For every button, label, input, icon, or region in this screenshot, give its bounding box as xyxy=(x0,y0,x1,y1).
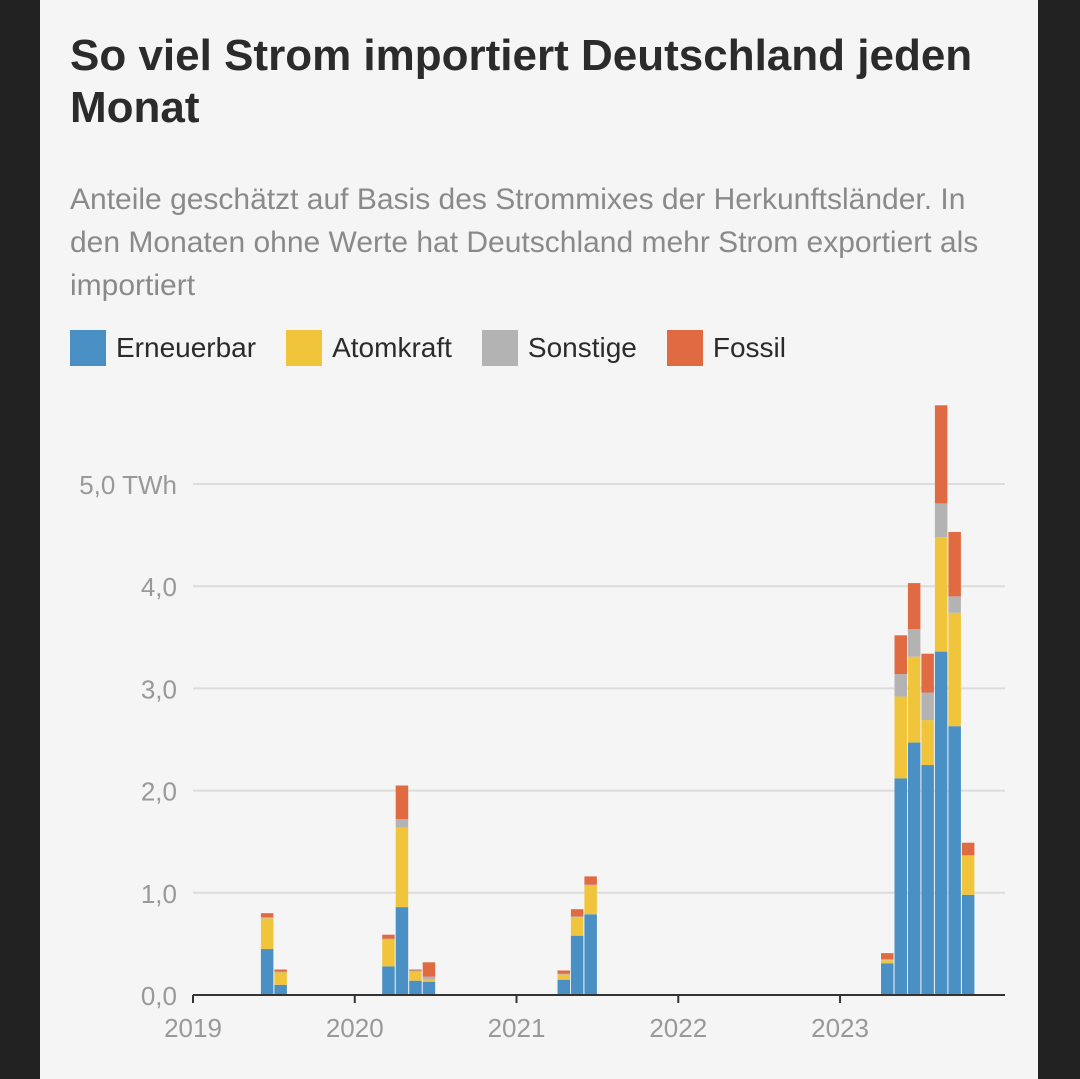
y-tick-label: 4,0 xyxy=(141,572,177,602)
bar-segment-sonstige xyxy=(422,976,436,980)
bar-segment-fossil xyxy=(274,969,287,972)
bar-segment-erneuerbar xyxy=(260,949,274,995)
bar-segment-atomkraft xyxy=(557,974,570,980)
bar-segment-erneuerbar xyxy=(894,778,907,995)
bar-segment-erneuerbar xyxy=(274,984,287,995)
bar-segment-atomkraft xyxy=(395,827,409,908)
bar-segment-sonstige xyxy=(961,855,975,856)
legend-item-sonstige: Sonstige xyxy=(481,330,637,366)
bar-segment-atomkraft xyxy=(274,972,287,985)
bar-segment-fossil xyxy=(422,962,436,977)
bar-segment-erneuerbar xyxy=(422,981,436,995)
bar-segment-sonstige xyxy=(395,819,409,828)
chart-title: So viel Strom importiert Deutschland jed… xyxy=(70,31,973,132)
bar-segment-atomkraft xyxy=(948,612,961,727)
bar-segment-fossil xyxy=(934,405,948,504)
bar-segment-sonstige xyxy=(907,629,921,657)
bar-segment-fossil xyxy=(395,785,409,820)
bar-segment-erneuerbar xyxy=(382,966,395,995)
bar-segment-sonstige xyxy=(557,973,570,975)
bar-segment-fossil xyxy=(894,635,907,675)
legend-swatch-atomkraft xyxy=(286,330,323,366)
legend-swatch-sonstige xyxy=(481,330,518,366)
bar-segment-fossil xyxy=(961,842,975,855)
legend-item-fossil: Fossil xyxy=(666,330,786,366)
bar-segment-sonstige xyxy=(948,596,961,613)
bar-segment-sonstige xyxy=(570,916,584,918)
bar-segment-atomkraft xyxy=(894,696,907,779)
bar-segment-fossil xyxy=(948,532,961,597)
bar-segment-sonstige xyxy=(921,692,934,721)
x-tick-label: 2023 xyxy=(811,1013,869,1043)
y-tick-label: 5,0 TWh xyxy=(79,470,177,500)
legend: Erneuerbar Atomkraft Sonstige Fossil xyxy=(70,330,816,366)
bar-segment-fossil xyxy=(881,953,894,960)
bar-segment-sonstige xyxy=(274,971,287,973)
bar-segment-erneuerbar xyxy=(409,980,422,995)
bar-segment-sonstige xyxy=(382,938,395,940)
bar-segment-erneuerbar xyxy=(961,894,975,995)
bar-segment-fossil xyxy=(557,970,570,974)
bar-segment-atomkraft xyxy=(934,537,948,652)
legend-item-erneuerbar: Erneuerbar xyxy=(70,330,256,366)
bar-segment-erneuerbar xyxy=(557,979,570,995)
bar-segment-fossil xyxy=(584,876,597,885)
bar-segment-fossil xyxy=(570,909,584,917)
bar-segment-sonstige xyxy=(881,959,894,961)
bar-segment-erneuerbar xyxy=(395,907,409,995)
bar-segment-atomkraft xyxy=(584,885,597,915)
bar-segment-atomkraft xyxy=(907,656,921,743)
legend-label-erneuerbar: Erneuerbar xyxy=(116,332,257,363)
bar-segment-fossil xyxy=(921,653,934,693)
bar-segment-fossil xyxy=(382,934,395,939)
bar-segment-atomkraft xyxy=(382,939,395,967)
bar-segment-atomkraft xyxy=(961,856,975,895)
bar-segment-atomkraft xyxy=(260,918,274,950)
bar-segment-fossil xyxy=(907,583,921,630)
bar-segment-sonstige xyxy=(584,884,597,886)
bar-segment-atomkraft xyxy=(881,960,894,964)
legend-item-atomkraft: Atomkraft xyxy=(286,330,452,366)
y-tick-label: 3,0 xyxy=(141,674,177,704)
bar-segment-erneuerbar xyxy=(948,726,961,995)
y-tick-label: 1,0 xyxy=(141,879,177,909)
x-tick-label: 2022 xyxy=(649,1013,707,1043)
x-tick-label: 2021 xyxy=(488,1013,546,1043)
legend-swatch-erneuerbar xyxy=(70,330,106,366)
bar-segment-atomkraft xyxy=(409,971,422,981)
bar-segment-erneuerbar xyxy=(907,742,921,995)
bar-segment-sonstige xyxy=(409,970,422,972)
bar-segment-fossil xyxy=(409,969,422,971)
bar-segment-erneuerbar xyxy=(881,963,894,995)
bar-segment-atomkraft xyxy=(422,979,436,982)
bar-segment-sonstige xyxy=(934,503,948,538)
bar-segment-erneuerbar xyxy=(584,914,597,995)
legend-label-sonstige: Sonstige xyxy=(527,332,637,363)
bar-segment-fossil xyxy=(260,913,274,918)
legend-swatch-fossil xyxy=(666,330,703,366)
bar-segment-sonstige xyxy=(260,917,274,919)
bar-segment-erneuerbar xyxy=(934,651,948,995)
legend-label-atomkraft: Atomkraft xyxy=(332,332,452,363)
bar-segment-erneuerbar xyxy=(921,765,934,995)
bar-segment-atomkraft xyxy=(570,917,584,936)
bar-segment-sonstige xyxy=(894,674,907,697)
chart-subtitle: Anteile geschätzt auf Basis des Strommix… xyxy=(70,183,979,302)
legend-label-fossil: Fossil xyxy=(712,332,786,363)
bar-segment-atomkraft xyxy=(921,720,934,766)
x-tick-label: 2019 xyxy=(164,1013,222,1043)
x-tick-label: 2020 xyxy=(326,1013,384,1043)
chart-card: So viel Strom importiert Deutschland jed… xyxy=(40,0,1038,1079)
bar-segment-erneuerbar xyxy=(570,935,584,995)
y-tick-label: 2,0 xyxy=(141,777,177,807)
y-tick-label: 0,0 xyxy=(141,981,177,1011)
